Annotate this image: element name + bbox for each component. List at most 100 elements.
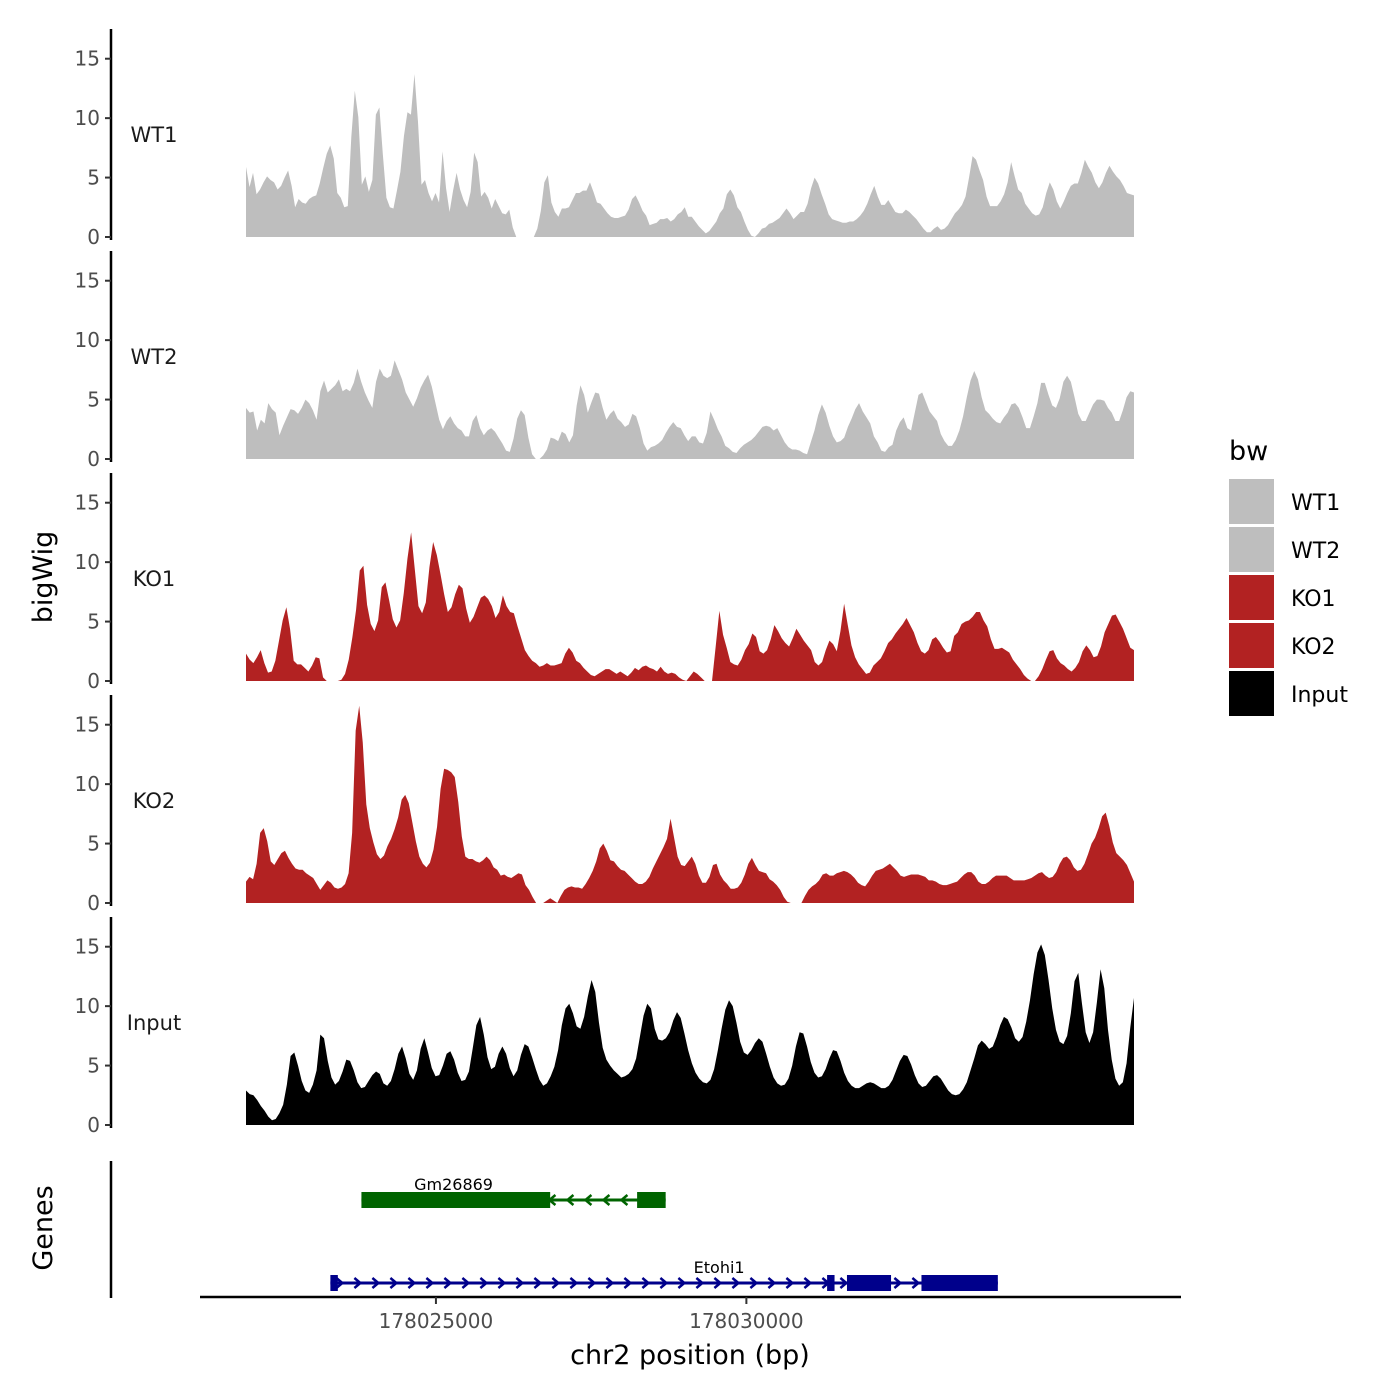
legend-label-wt1: WT1 bbox=[1291, 491, 1340, 516]
gene-exon bbox=[361, 1192, 551, 1208]
y-tick-label: 0 bbox=[87, 447, 100, 471]
x-tick-label: 178030000 bbox=[689, 1309, 804, 1333]
strand-arrow bbox=[785, 1277, 795, 1289]
panel-label-wt1: WT1 bbox=[131, 123, 178, 147]
y-tick-label: 0 bbox=[87, 891, 100, 915]
area-ko2 bbox=[246, 705, 1134, 903]
strand-arrow bbox=[695, 1277, 705, 1289]
gene-label: Gm26869 bbox=[414, 1175, 493, 1194]
gene-exon bbox=[637, 1192, 666, 1208]
y-tick-label: 5 bbox=[87, 166, 100, 190]
y-tick-label: 10 bbox=[75, 106, 100, 130]
strand-arrow bbox=[601, 1194, 611, 1206]
track-panel-wt1: 0 5 10 15 WT1 bbox=[75, 29, 1134, 249]
x-axis: 178025000 178030000 bbox=[200, 1295, 1181, 1333]
strand-arrow bbox=[583, 1194, 593, 1206]
legend-title: bw bbox=[1229, 436, 1268, 467]
legend-label-ko1: KO1 bbox=[1291, 587, 1336, 612]
gene-exon bbox=[827, 1275, 835, 1291]
track-panel-input: 0 5 10 15 Input bbox=[75, 917, 1134, 1137]
genes-track: Gm26869 Etohi1 bbox=[109, 1161, 998, 1298]
strand-arrow bbox=[551, 1277, 561, 1289]
area-wt2 bbox=[246, 360, 1134, 459]
strand-arrow bbox=[443, 1277, 453, 1289]
x-axis-title: chr2 position (bp) bbox=[570, 1340, 810, 1371]
legend-key-ko2 bbox=[1229, 623, 1274, 668]
gene-etohi1: Etohi1 bbox=[330, 1258, 998, 1291]
strand-arrow bbox=[677, 1277, 687, 1289]
strand-arrow bbox=[803, 1277, 813, 1289]
y-tick-label: 15 bbox=[75, 269, 100, 293]
y-tick-label: 10 bbox=[75, 328, 100, 352]
track-panels: 0 5 10 15 WT1 0 5 10 15 WT2 0 5 10 15 KO1 0 5 10 15 KO2 0 5 10… bbox=[75, 29, 1134, 1137]
strand-arrow bbox=[389, 1277, 399, 1289]
area-wt1 bbox=[246, 74, 1134, 237]
y-tick-label: 10 bbox=[75, 772, 100, 796]
legend-key-wt2 bbox=[1229, 527, 1274, 572]
strand-arrow bbox=[749, 1277, 759, 1289]
strand-arrow bbox=[565, 1194, 575, 1206]
strand-arrow bbox=[839, 1277, 849, 1289]
area-input bbox=[246, 944, 1134, 1125]
gene-exon bbox=[330, 1275, 338, 1291]
strand-arrow bbox=[731, 1277, 741, 1289]
track-panel-ko1: 0 5 10 15 KO1 bbox=[75, 473, 1134, 693]
gene-gm26869: Gm26869 bbox=[361, 1175, 666, 1208]
y-tick-label: 5 bbox=[87, 832, 100, 856]
genes-axis-title: Genes bbox=[28, 1185, 59, 1270]
strand-arrow bbox=[479, 1277, 489, 1289]
y-tick-label: 0 bbox=[87, 225, 100, 249]
strand-arrow bbox=[425, 1277, 435, 1289]
strand-arrow bbox=[335, 1277, 345, 1289]
gene-exon bbox=[846, 1275, 892, 1291]
y-axis-title: bigWig bbox=[28, 531, 59, 624]
strand-arrow bbox=[569, 1277, 579, 1289]
strand-arrow bbox=[407, 1277, 417, 1289]
strand-arrow bbox=[515, 1277, 525, 1289]
strand-arrow bbox=[893, 1277, 903, 1289]
gene-label: Etohi1 bbox=[694, 1258, 745, 1277]
strand-arrow bbox=[533, 1277, 543, 1289]
legend-key-input bbox=[1229, 671, 1274, 716]
strand-arrow bbox=[713, 1277, 723, 1289]
strand-arrow bbox=[371, 1277, 381, 1289]
panel-label-ko2: KO2 bbox=[133, 789, 176, 813]
y-tick-label: 15 bbox=[75, 491, 100, 515]
strand-arrow bbox=[497, 1277, 507, 1289]
legend-key-ko1 bbox=[1229, 575, 1274, 620]
y-tick-label: 15 bbox=[75, 935, 100, 959]
strand-arrow bbox=[767, 1277, 777, 1289]
panel-label-input: Input bbox=[127, 1011, 181, 1035]
track-panel-ko2: 0 5 10 15 KO2 bbox=[75, 695, 1134, 915]
y-tick-label: 15 bbox=[75, 47, 100, 71]
y-tick-label: 5 bbox=[87, 388, 100, 412]
legend-label-wt2: WT2 bbox=[1291, 539, 1340, 564]
strand-arrow bbox=[619, 1194, 629, 1206]
area-ko1 bbox=[246, 532, 1134, 681]
y-tick-label: 5 bbox=[87, 610, 100, 634]
track-panel-wt2: 0 5 10 15 WT2 bbox=[75, 251, 1134, 471]
y-tick-label: 10 bbox=[75, 550, 100, 574]
legend-label-ko2: KO2 bbox=[1291, 635, 1336, 660]
strand-arrow bbox=[659, 1277, 669, 1289]
strand-arrow bbox=[623, 1277, 633, 1289]
panel-label-ko1: KO1 bbox=[133, 567, 176, 591]
strand-arrow bbox=[461, 1277, 471, 1289]
x-tick-label: 178025000 bbox=[379, 1309, 494, 1333]
y-tick-label: 15 bbox=[75, 713, 100, 737]
strand-arrow bbox=[587, 1277, 597, 1289]
legend-label-input: Input bbox=[1291, 683, 1348, 708]
gene-exon bbox=[921, 1275, 998, 1291]
strand-arrow bbox=[605, 1277, 615, 1289]
strand-arrow bbox=[641, 1277, 651, 1289]
strand-arrow bbox=[353, 1277, 363, 1289]
y-tick-label: 0 bbox=[87, 669, 100, 693]
strand-arrow bbox=[911, 1277, 921, 1289]
panel-label-wt2: WT2 bbox=[131, 345, 178, 369]
legend-key-wt1 bbox=[1229, 479, 1274, 524]
y-tick-label: 0 bbox=[87, 1113, 100, 1137]
y-tick-label: 10 bbox=[75, 994, 100, 1018]
y-tick-label: 5 bbox=[87, 1054, 100, 1078]
legend: bw WT1 WT2 KO1 KO2 Input bbox=[1229, 436, 1348, 716]
